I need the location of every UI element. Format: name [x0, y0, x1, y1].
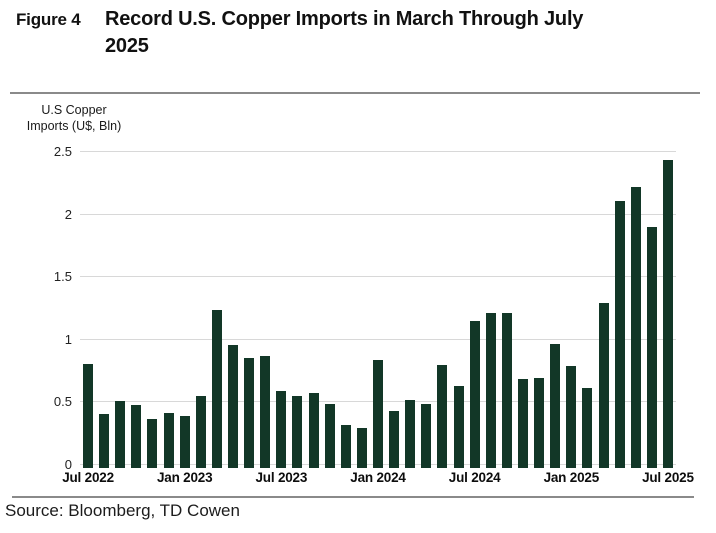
bar-sep-2022: [115, 401, 126, 468]
y-tick-label-2: 2: [64, 206, 72, 222]
bar-mar-2023: [211, 310, 222, 468]
y-tick-label-2.5: 2.5: [53, 144, 72, 159]
bar-oct-2024: [517, 378, 528, 468]
bar-jul-2022: [83, 363, 94, 468]
bar-apr-2024: [421, 403, 432, 468]
bar-nov-2023: [340, 425, 351, 468]
gridline-y-1: [80, 338, 676, 340]
figure-title-line1: Record U.S. Copper Imports in March Thro…: [105, 8, 584, 30]
source-text: Source: Bloomberg, TD Cowen: [5, 501, 240, 520]
x-tick-label-jul-2022: Jul 2022: [62, 470, 114, 485]
y-axis-title-line2: Imports (U$, Bln): [26, 119, 122, 133]
gridline-y-1.5: [80, 276, 676, 278]
gridline-y-2.5: [80, 151, 676, 152]
bar-may-2023: [244, 357, 255, 468]
figure-title-line2: 2025: [105, 35, 149, 57]
y-tick-label-1.5: 1.5: [53, 269, 72, 285]
source-divider: [12, 496, 694, 498]
y-tick-label-1: 1: [64, 331, 72, 347]
x-tick-label-jan-2023: Jan 2023: [156, 470, 213, 485]
bar-sep-2023: [308, 392, 319, 468]
bar-jan-2024: [373, 360, 383, 468]
figure-number-label: Figure 4: [16, 10, 81, 29]
y-axis-title-line1: U.S Copper: [41, 103, 107, 117]
bar-apr-2025: [614, 201, 625, 468]
bar-jul-2024: [469, 321, 480, 468]
bar-mar-2024: [405, 400, 416, 468]
bar-may-2024: [437, 365, 448, 468]
bar-jun-2023: [260, 356, 271, 468]
plot-area: [80, 151, 676, 468]
bar-aug-2024: [485, 312, 496, 468]
x-tick-label-jul-2024: Jul 2024: [448, 470, 501, 485]
bar-jan-2023: [179, 416, 190, 468]
bar-jan-2025: [566, 366, 577, 468]
bar-feb-2024: [389, 411, 400, 468]
bar-feb-2023: [195, 396, 206, 468]
y-axis-title: U.S Copper Imports (U$, Bln): [14, 102, 134, 134]
bar-sep-2024: [501, 312, 512, 468]
bar-apr-2023: [228, 345, 239, 468]
bar-nov-2022: [147, 418, 158, 468]
y-tick-label-0: 0: [64, 457, 72, 472]
bar-aug-2023: [292, 396, 303, 468]
bar-dec-2023: [356, 427, 367, 468]
bar-oct-2022: [131, 405, 142, 468]
bar-jul-2025: [662, 159, 673, 468]
x-tick-label-jan-2024: Jan 2024: [350, 470, 406, 485]
title-divider: [10, 92, 700, 94]
bar-oct-2023: [324, 403, 335, 468]
x-tick-label-jul-2025: Jul 2025: [642, 470, 694, 485]
bar-jun-2025: [646, 227, 657, 468]
bar-dec-2022: [163, 412, 174, 468]
y-tick-label-0.5: 0.5: [53, 394, 72, 410]
bar-nov-2024: [534, 377, 545, 468]
x-tick-label-jul-2023: Jul 2023: [255, 470, 308, 485]
bar-aug-2022: [99, 413, 110, 468]
bar-feb-2025: [582, 387, 593, 468]
bar-jun-2024: [453, 386, 464, 468]
bar-jul-2023: [276, 391, 287, 468]
gridline-y-2: [80, 213, 676, 215]
bar-mar-2025: [598, 302, 609, 468]
bar-dec-2024: [550, 343, 561, 468]
figure-header: Figure 4 Record U.S. Copper Imports in M…: [16, 6, 708, 60]
bar-may-2025: [630, 187, 641, 468]
x-tick-label-jan-2025: Jan 2025: [543, 470, 600, 485]
figure-title: Record U.S. Copper Imports in March Thro…: [105, 6, 583, 60]
